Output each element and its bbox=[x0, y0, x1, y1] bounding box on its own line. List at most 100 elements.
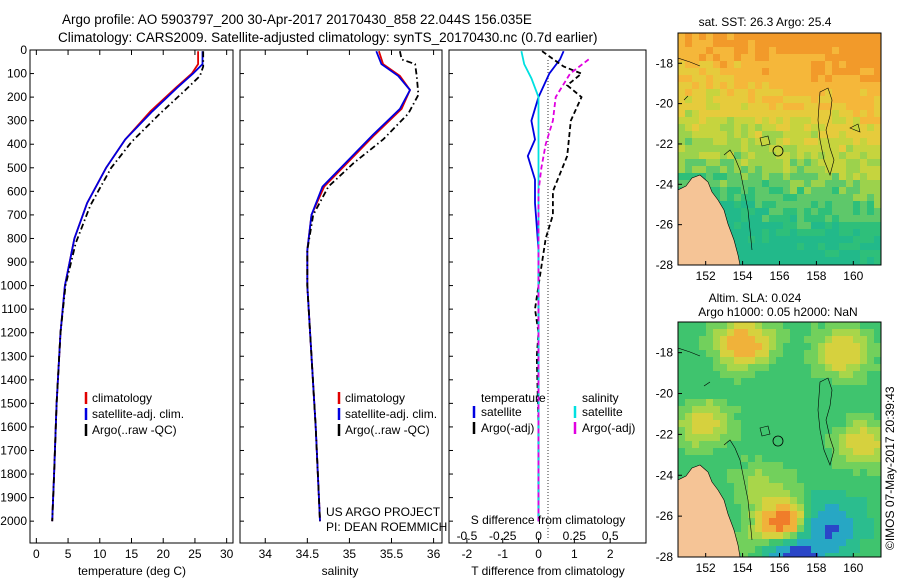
sst-cell bbox=[846, 243, 854, 251]
sla-cell bbox=[713, 406, 721, 414]
sst-cell bbox=[741, 257, 749, 265]
sst-cell bbox=[881, 33, 889, 41]
sst-cell bbox=[832, 131, 840, 139]
sst-cell bbox=[804, 110, 812, 118]
sla-cell bbox=[720, 357, 728, 365]
sst-cell bbox=[741, 47, 749, 55]
sla-cell bbox=[853, 483, 861, 491]
sla-cell bbox=[783, 455, 791, 463]
sst-cell bbox=[720, 180, 728, 188]
sla-cell bbox=[706, 343, 714, 351]
sla-cell bbox=[825, 525, 833, 533]
s-tick-label: 0 bbox=[535, 529, 542, 543]
sla-cell bbox=[727, 385, 735, 393]
sst-cell bbox=[727, 103, 735, 111]
sla-cell bbox=[692, 399, 700, 407]
sla-cell bbox=[811, 476, 819, 484]
sst-cell bbox=[804, 229, 812, 237]
sla-cell bbox=[748, 490, 756, 498]
sla-cell bbox=[874, 392, 881, 400]
sla-cell bbox=[783, 322, 791, 330]
sst-cell bbox=[762, 250, 770, 258]
sst-cell bbox=[769, 243, 777, 251]
sst-cell bbox=[860, 250, 868, 258]
sst-cell bbox=[860, 61, 868, 69]
sla-cell bbox=[860, 371, 868, 379]
sst-cell bbox=[790, 201, 798, 209]
map-x-tick-label: 160 bbox=[843, 561, 863, 575]
sla-cell bbox=[776, 546, 784, 554]
sla-cell bbox=[748, 364, 756, 372]
sla-cell bbox=[811, 385, 819, 393]
sla-cell bbox=[678, 406, 686, 414]
sla-cell bbox=[797, 322, 805, 330]
sla-cell bbox=[734, 364, 742, 372]
sst-cell bbox=[832, 47, 840, 55]
sst-cell bbox=[846, 187, 854, 195]
sla-cell bbox=[783, 553, 791, 557]
sla-cell bbox=[706, 336, 714, 344]
sla-cell bbox=[762, 504, 770, 512]
sst-cell bbox=[678, 145, 686, 153]
sla-cell bbox=[769, 504, 777, 512]
sla-cell bbox=[825, 469, 833, 477]
sst-cell bbox=[769, 187, 777, 195]
sst-cell bbox=[811, 201, 819, 209]
sla-cell bbox=[867, 504, 875, 512]
sst-cell bbox=[874, 159, 881, 167]
sla-cell bbox=[692, 413, 700, 421]
sst-cell bbox=[825, 236, 833, 244]
sst-cell bbox=[720, 89, 728, 97]
sla-cell bbox=[734, 357, 742, 365]
sst-cell bbox=[741, 103, 749, 111]
sla-cell bbox=[748, 392, 756, 400]
sst-cell bbox=[804, 40, 812, 48]
sla-cell bbox=[797, 525, 805, 533]
sla-cell bbox=[769, 483, 777, 491]
sla-cell bbox=[874, 441, 881, 449]
sst-cell bbox=[748, 222, 756, 230]
sst-cell bbox=[839, 138, 847, 146]
sla-cell bbox=[832, 399, 840, 407]
sst-cell bbox=[881, 250, 889, 258]
sla-cell bbox=[762, 420, 770, 428]
sst-cell bbox=[706, 40, 714, 48]
sst-cell bbox=[734, 110, 742, 118]
sla-cell bbox=[797, 441, 805, 449]
sst-cell bbox=[832, 138, 840, 146]
series-line-argo-raw-qc- bbox=[51, 51, 205, 522]
sla-cell bbox=[748, 546, 756, 554]
sla-cell bbox=[685, 364, 693, 372]
sla-cell bbox=[790, 532, 798, 540]
sla-cell bbox=[699, 378, 707, 386]
sst-cell bbox=[818, 82, 826, 90]
sla-cell bbox=[678, 448, 686, 456]
sst-cell bbox=[727, 215, 735, 223]
series-line-s-satellite bbox=[520, 51, 540, 522]
sla-cell bbox=[783, 504, 791, 512]
legend-satellite-label: satellite-adj. clim. bbox=[92, 407, 184, 421]
sst-cell bbox=[874, 117, 881, 125]
sst-cell bbox=[678, 173, 686, 181]
sla-cell bbox=[846, 392, 854, 400]
sla-cell bbox=[825, 448, 833, 456]
sst-cell bbox=[825, 54, 833, 62]
sst-cell bbox=[825, 180, 833, 188]
sla-cell bbox=[706, 399, 714, 407]
sst-cell bbox=[734, 222, 742, 230]
sla-cell bbox=[797, 399, 805, 407]
sst-cell bbox=[867, 145, 875, 153]
sst-cell bbox=[734, 40, 742, 48]
sst-cell bbox=[874, 208, 881, 216]
sst-cell bbox=[818, 89, 826, 97]
sst-cell bbox=[720, 152, 728, 160]
sla-cell bbox=[699, 434, 707, 442]
sst-cell bbox=[741, 243, 749, 251]
s-diff-axis-label: S difference from climatology bbox=[471, 513, 626, 527]
x-tick-label: 34.5 bbox=[296, 547, 320, 561]
sst-cell bbox=[755, 96, 763, 104]
sst-cell bbox=[860, 166, 868, 174]
sla-cell bbox=[881, 371, 889, 379]
sst-cell bbox=[874, 166, 881, 174]
sst-cell bbox=[748, 117, 756, 125]
